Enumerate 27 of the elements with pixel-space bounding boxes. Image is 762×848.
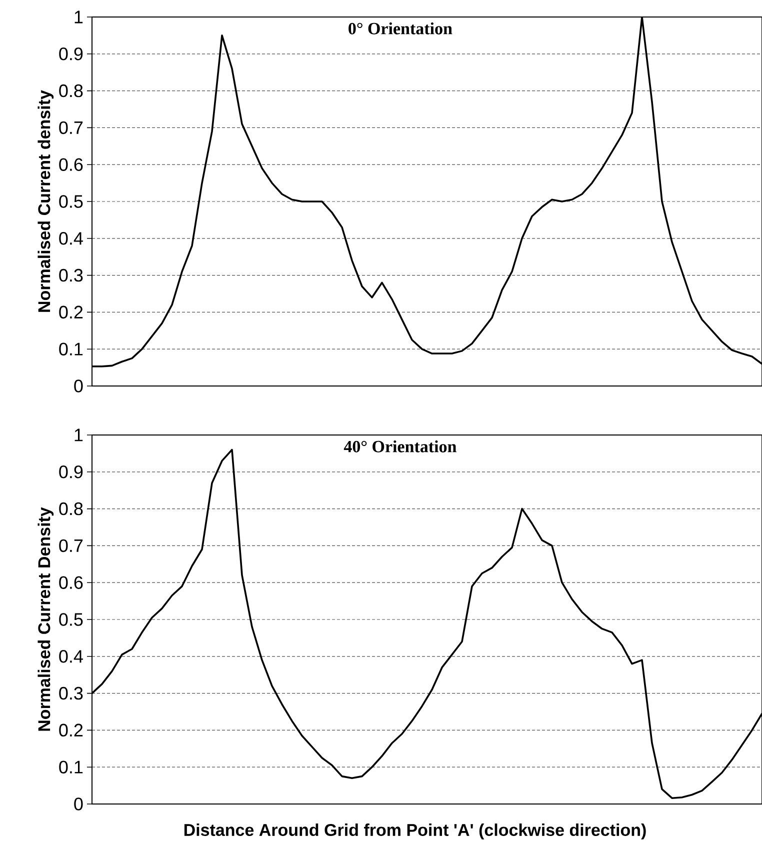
y-tick-label: 0.6 <box>59 576 83 589</box>
y-tick-label: 0.9 <box>59 48 83 60</box>
y-tick-label: 0.6 <box>59 158 83 171</box>
chart-title: 0° Orientation <box>348 22 452 34</box>
y-axis-title: Normalised Current Density <box>38 507 54 731</box>
y-tick-label: 0.9 <box>59 466 83 478</box>
y-tick-label: 1 <box>74 10 83 24</box>
y-tick-label: 0.2 <box>59 306 83 319</box>
y-tick-label: 0.8 <box>59 84 83 98</box>
y-tick-label: 0.8 <box>59 502 83 516</box>
y-tick-label: 0.5 <box>59 613 83 626</box>
y-tick-label: 0.7 <box>59 121 83 134</box>
y-tick-label: 0.3 <box>59 268 83 282</box>
y-tick-label: 0.4 <box>59 650 83 663</box>
y-axis-title: Normalised Current density <box>38 90 54 312</box>
y-tick-label: 0.7 <box>59 539 83 552</box>
y-tick-label: 0.4 <box>59 232 83 245</box>
y-tick-label: 0.2 <box>59 724 83 737</box>
x-axis-title: Distance Around Grid from Point 'A' (clockwise direction) <box>184 824 646 840</box>
y-tick-label: 0 <box>74 380 83 392</box>
y-tick-label: 0.1 <box>59 342 83 356</box>
chart-title: 40° Orientation <box>344 440 456 452</box>
y-tick-label: 0.5 <box>59 195 83 208</box>
y-tick-label: 0.1 <box>59 760 83 774</box>
y-tick-label: 0.3 <box>59 686 83 700</box>
y-tick-label: 0 <box>74 798 83 810</box>
y-tick-label: 1 <box>74 428 83 442</box>
